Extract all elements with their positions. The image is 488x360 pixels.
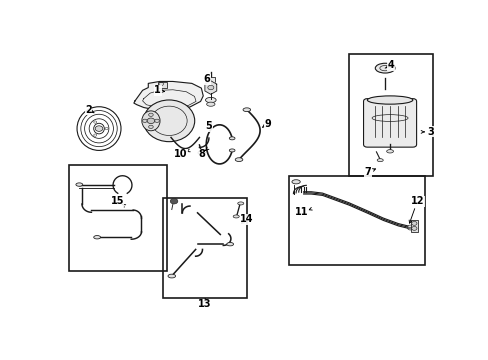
Ellipse shape xyxy=(407,226,412,229)
Text: 9: 9 xyxy=(264,118,270,129)
Ellipse shape xyxy=(233,215,239,218)
Ellipse shape xyxy=(386,150,393,153)
Ellipse shape xyxy=(291,180,300,184)
Text: 6: 6 xyxy=(203,74,210,84)
FancyBboxPatch shape xyxy=(363,99,416,147)
Ellipse shape xyxy=(407,228,412,230)
Circle shape xyxy=(147,118,154,123)
Ellipse shape xyxy=(205,98,216,103)
Ellipse shape xyxy=(143,100,194,141)
Text: 11: 11 xyxy=(295,207,308,217)
Bar xyxy=(348,54,432,176)
Ellipse shape xyxy=(198,151,204,154)
Circle shape xyxy=(95,126,102,131)
Text: 7: 7 xyxy=(364,167,371,177)
Text: 14: 14 xyxy=(240,214,253,224)
Text: 2: 2 xyxy=(85,105,92,115)
Ellipse shape xyxy=(407,225,412,228)
Ellipse shape xyxy=(243,108,250,112)
Circle shape xyxy=(148,113,153,116)
Ellipse shape xyxy=(366,96,412,104)
Bar xyxy=(288,176,424,265)
Bar xyxy=(206,77,214,82)
Circle shape xyxy=(411,221,416,225)
Circle shape xyxy=(207,85,213,90)
Ellipse shape xyxy=(168,274,175,278)
Ellipse shape xyxy=(76,183,82,186)
Ellipse shape xyxy=(142,111,160,131)
Text: 3: 3 xyxy=(427,127,433,137)
Polygon shape xyxy=(134,81,203,110)
Text: 12: 12 xyxy=(410,196,423,206)
Ellipse shape xyxy=(206,102,215,106)
Ellipse shape xyxy=(226,243,233,246)
Ellipse shape xyxy=(237,202,244,205)
Bar xyxy=(410,220,417,232)
Text: 15: 15 xyxy=(110,196,124,206)
Circle shape xyxy=(148,125,153,129)
Text: 10: 10 xyxy=(173,149,187,159)
Circle shape xyxy=(170,198,178,204)
Ellipse shape xyxy=(229,149,235,152)
Bar xyxy=(158,82,167,87)
Text: 4: 4 xyxy=(386,60,393,70)
Text: 5: 5 xyxy=(205,121,212,131)
Text: 8: 8 xyxy=(198,149,204,159)
Ellipse shape xyxy=(229,137,235,140)
Bar xyxy=(68,165,167,270)
Bar xyxy=(163,198,246,298)
Ellipse shape xyxy=(376,159,383,162)
Circle shape xyxy=(142,119,147,122)
Ellipse shape xyxy=(94,235,101,239)
Ellipse shape xyxy=(374,63,394,73)
Text: 1: 1 xyxy=(154,85,161,95)
Circle shape xyxy=(411,226,416,230)
Polygon shape xyxy=(204,81,216,94)
Circle shape xyxy=(154,119,159,122)
Ellipse shape xyxy=(235,158,243,162)
Text: 13: 13 xyxy=(198,299,211,309)
